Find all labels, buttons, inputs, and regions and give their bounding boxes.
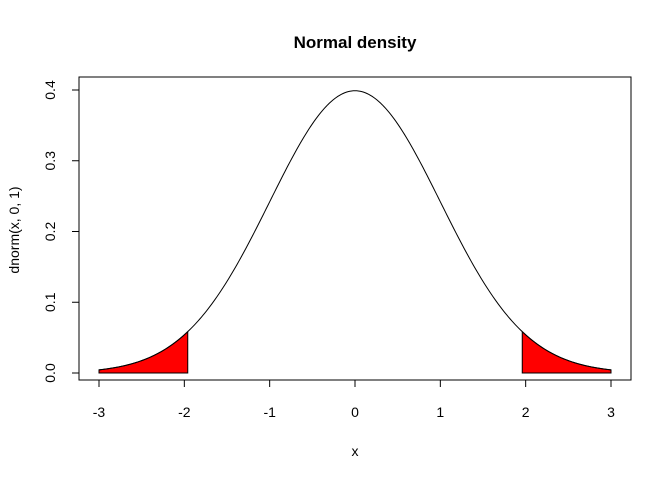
x-tick-label: -3 (93, 404, 106, 420)
x-tick-label: -2 (178, 404, 191, 420)
shaded-region-1 (98, 330, 189, 374)
x-tick-label: 1 (436, 404, 444, 420)
density-curve (98, 90, 612, 371)
y-axis-label: dnorm(x, 0, 1) (6, 186, 22, 273)
y-tick-label: 0.4 (42, 80, 58, 100)
chart-title: Normal density (294, 33, 417, 52)
plot-box (78, 76, 632, 381)
x-axis-label: x (352, 443, 359, 459)
x-tick-label: 2 (522, 404, 530, 420)
x-axis: -3 -2 -1 0 1 2 3 (93, 379, 615, 420)
x-tick-label: 3 (607, 404, 615, 420)
y-tick-label: 0.2 (42, 222, 58, 242)
x-tick-label: 0 (351, 404, 359, 420)
y-tick-label: 0.3 (42, 151, 58, 171)
shaded-regions (98, 330, 612, 374)
x-tick-label: -1 (263, 404, 276, 420)
y-tick-label: 0.1 (42, 292, 58, 312)
y-axis: 0.0 0.1 0.2 0.3 0.4 (42, 80, 80, 383)
y-tick-label: 0.0 (42, 363, 58, 383)
shaded-region-2 (521, 330, 612, 374)
